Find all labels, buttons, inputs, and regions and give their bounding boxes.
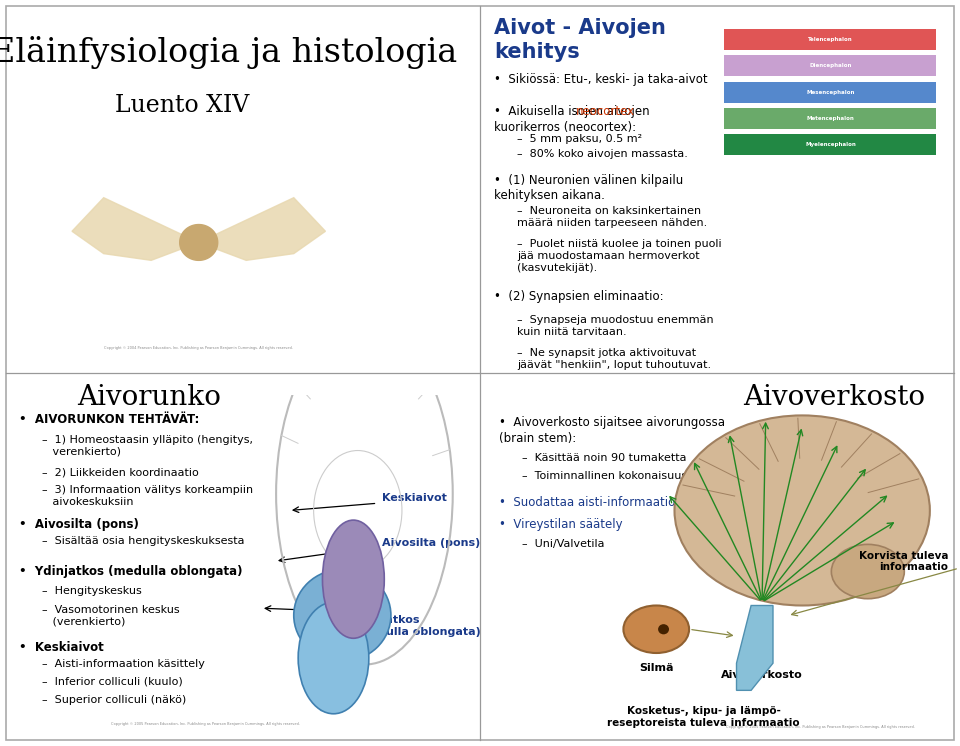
- Ellipse shape: [659, 624, 669, 634]
- Ellipse shape: [675, 416, 930, 606]
- Text: –  Ne synapsit jotka aktivoituvat
jäävät "henkiin", loput tuhoutuvat.: – Ne synapsit jotka aktivoituvat jäävät …: [517, 348, 711, 369]
- FancyBboxPatch shape: [725, 108, 936, 129]
- Text: –  3) Informaation välitys korkeampiin
   aivokeskuksiin: – 3) Informaation välitys korkeampiin ai…: [42, 485, 253, 507]
- Text: •  Vireystilan säätely: • Vireystilan säätely: [499, 518, 622, 530]
- Ellipse shape: [831, 545, 904, 599]
- Text: –  Sisältää osia hengityskeskuksesta: – Sisältää osia hengityskeskuksesta: [42, 536, 245, 546]
- Text: –  1) Homeostaasin ylläpito (hengitys,
   verenkierto): – 1) Homeostaasin ylläpito (hengitys, ve…: [42, 434, 253, 457]
- Text: –  5 mm paksu, 0.5 m²: – 5 mm paksu, 0.5 m²: [517, 134, 642, 144]
- Text: Aivorunko: Aivorunko: [78, 384, 221, 411]
- Text: Luento XIV: Luento XIV: [115, 94, 249, 117]
- Text: –  2) Liikkeiden koordinaatio: – 2) Liikkeiden koordinaatio: [42, 467, 199, 477]
- Text: Kosketus-, kipu- ja lämpö-
reseptoreista tuleva informaatio: Kosketus-, kipu- ja lämpö- reseptoreista…: [608, 706, 800, 727]
- Text: •  Keskiaivot: • Keskiaivot: [19, 641, 104, 653]
- FancyBboxPatch shape: [725, 81, 936, 103]
- FancyBboxPatch shape: [6, 6, 954, 740]
- Text: –  Käsittää noin 90 tumaketta: – Käsittää noin 90 tumaketta: [522, 453, 686, 463]
- Text: Silmä: Silmä: [639, 663, 674, 673]
- Text: –  Aisti-informaation käsittely: – Aisti-informaation käsittely: [42, 659, 205, 669]
- Text: •  Aivosilta (pons): • Aivosilta (pons): [19, 518, 139, 530]
- Text: –  Vasomotorinen keskus
   (verenkierto): – Vasomotorinen keskus (verenkierto): [42, 604, 180, 627]
- Text: •  Sikiössä: Etu-, keski- ja taka-aivot: • Sikiössä: Etu-, keski- ja taka-aivot: [494, 72, 708, 86]
- Text: –  Uni/Valvetila: – Uni/Valvetila: [522, 539, 605, 550]
- Ellipse shape: [294, 569, 391, 661]
- Text: Aivot - Aivojen
kehitys: Aivot - Aivojen kehitys: [494, 19, 666, 61]
- Text: –  Neuroneita on kaksinkertainen
määrä niiden tarpeeseen nähden.: – Neuroneita on kaksinkertainen määrä ni…: [517, 207, 708, 228]
- Text: Copyright © 2004 Pearson Education, Inc. Publishing as Pearson Benjamin Cummings: Copyright © 2004 Pearson Education, Inc.…: [105, 346, 293, 350]
- Text: –  Toiminnallinen kokonaisuus: – Toiminnallinen kokonaisuus: [522, 471, 687, 480]
- Text: Ydinjatkos
(medulla oblongata): Ydinjatkos (medulla oblongata): [354, 615, 481, 637]
- Text: Copyright © 2005 Pearson Education, Inc. Publishing as Pearson Benjamin Cummings: Copyright © 2005 Pearson Education, Inc.…: [110, 722, 300, 726]
- Text: –  Superior colliculi (näkö): – Superior colliculi (näkö): [42, 695, 186, 705]
- FancyBboxPatch shape: [725, 29, 936, 50]
- Polygon shape: [72, 198, 199, 260]
- Text: Eläinfysiologia ja histologia: Eläinfysiologia ja histologia: [0, 37, 457, 69]
- Polygon shape: [321, 691, 324, 710]
- Text: –  Synapseja muodostuu enemmän
kuin niitä tarvitaan.: – Synapseja muodostuu enemmän kuin niitä…: [517, 315, 714, 337]
- Polygon shape: [180, 225, 218, 260]
- Polygon shape: [736, 606, 773, 690]
- Text: •  (2) Synapsien eliminaatio:: • (2) Synapsien eliminaatio:: [494, 289, 663, 303]
- Text: Aivosilta (pons): Aivosilta (pons): [382, 538, 480, 548]
- FancyBboxPatch shape: [725, 134, 936, 155]
- Text: •  Suodattaa aisti-informaatiota: • Suodattaa aisti-informaatiota: [499, 496, 687, 509]
- Text: Myelencephalon: Myelencephalon: [805, 142, 855, 147]
- Text: Metencephalon: Metencephalon: [806, 116, 854, 121]
- Text: •  Ydinjatkos (medulla oblongata): • Ydinjatkos (medulla oblongata): [19, 565, 243, 577]
- Text: Telencephalon: Telencephalon: [808, 37, 852, 42]
- Text: –  80% koko aivojen massasta.: – 80% koko aivojen massasta.: [517, 148, 688, 159]
- Ellipse shape: [299, 602, 369, 714]
- Text: –  Puolet niistä kuolee ja toinen puoli
jää muodostamaan hermoverkot
(kasvutekij: – Puolet niistä kuolee ja toinen puoli j…: [517, 239, 722, 273]
- Text: •  Aivoverkosto sijaitsee aivorungossa
(brain stem):: • Aivoverkosto sijaitsee aivorungossa (b…: [499, 416, 725, 445]
- Text: •  Aikuisella isojen aivojen
kuorikerros (neocortex):: • Aikuisella isojen aivojen kuorikerros …: [494, 105, 650, 134]
- Text: –  Hengityskeskus: – Hengityskeskus: [42, 586, 142, 597]
- Text: neocortex: neocortex: [576, 105, 635, 118]
- Text: •  (1) Neuronien välinen kilpailu
kehityksen aikana.: • (1) Neuronien välinen kilpailu kehityk…: [494, 174, 684, 202]
- Polygon shape: [199, 198, 325, 260]
- Ellipse shape: [323, 520, 384, 639]
- Text: Mesencephalon: Mesencephalon: [806, 90, 854, 95]
- Text: –  Inferior colliculi (kuulo): – Inferior colliculi (kuulo): [42, 677, 183, 687]
- Text: Korvista tuleva
informaatio: Korvista tuleva informaatio: [858, 551, 948, 572]
- FancyBboxPatch shape: [725, 55, 936, 76]
- Text: Keskiaivot: Keskiaivot: [382, 493, 447, 503]
- Text: •  AIVORUNKON TEHTÄVÄT:: • AIVORUNKON TEHTÄVÄT:: [19, 413, 200, 426]
- Text: Aivoverkosto: Aivoverkosto: [721, 670, 803, 680]
- Text: Diencephalon: Diencephalon: [809, 63, 852, 69]
- Text: Copyright © 2005 Pearson Education, Inc. Publishing as Pearson Benjamin Cummings: Copyright © 2005 Pearson Education, Inc.…: [726, 725, 915, 730]
- Ellipse shape: [623, 606, 689, 653]
- Text: Aivoverkosto: Aivoverkosto: [743, 384, 925, 411]
